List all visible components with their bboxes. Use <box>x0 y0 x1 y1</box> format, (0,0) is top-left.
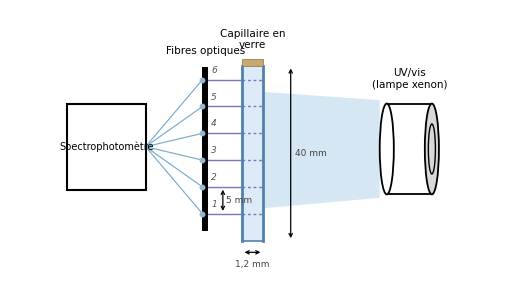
Text: 1,2 mm: 1,2 mm <box>235 260 269 269</box>
Bar <box>241 59 263 65</box>
Text: Spectrophotomètre: Spectrophotomètre <box>59 142 154 152</box>
Text: Fibres optiques: Fibres optiques <box>165 46 244 56</box>
Text: 40 mm: 40 mm <box>295 149 327 158</box>
Ellipse shape <box>428 124 434 174</box>
Bar <box>241 65 263 241</box>
Text: 5 mm: 5 mm <box>226 196 251 205</box>
Ellipse shape <box>379 104 393 194</box>
Bar <box>386 104 431 194</box>
Text: 6: 6 <box>211 66 217 75</box>
Bar <box>67 104 145 190</box>
Text: 2: 2 <box>211 173 217 182</box>
Text: 4: 4 <box>211 119 217 128</box>
Polygon shape <box>263 92 379 208</box>
Text: UV/vis
(lampe xenon): UV/vis (lampe xenon) <box>371 68 446 90</box>
Bar <box>202 67 208 231</box>
Ellipse shape <box>424 104 438 194</box>
Text: 3: 3 <box>211 146 217 155</box>
Text: 5: 5 <box>211 93 217 101</box>
Text: Capillaire en
verre: Capillaire en verre <box>219 29 285 50</box>
Text: 1: 1 <box>211 200 217 209</box>
